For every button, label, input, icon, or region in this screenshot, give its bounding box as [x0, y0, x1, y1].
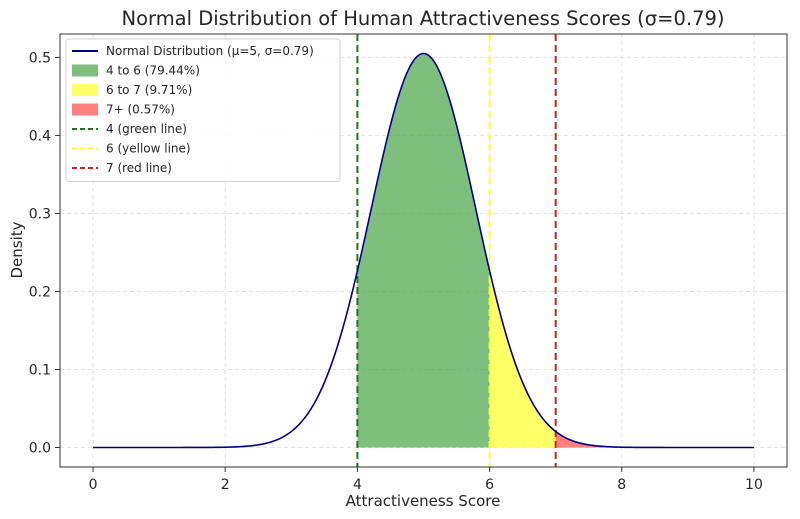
x-tick-label: 8	[617, 477, 626, 493]
x-axis: 0 2 4 6 8 10	[89, 467, 763, 493]
y-tick-label: 0.0	[29, 440, 51, 456]
fill-area-0	[357, 53, 490, 448]
curve-layer	[93, 52, 754, 449]
legend-label: 7+ (0.57%)	[106, 103, 175, 117]
legend-label: 6 (yellow line)	[106, 142, 191, 156]
legend-label: 4 (green line)	[106, 122, 187, 136]
fill-area-1	[489, 270, 556, 448]
x-tick-label: 4	[353, 477, 362, 493]
y-tick-label: 0.4	[29, 128, 51, 144]
plot-frame	[59, 33, 788, 468]
y-axis-label: Density	[8, 221, 26, 278]
legend-patch-marker	[72, 64, 98, 77]
x-tick-label: 0	[89, 477, 98, 493]
fill-areas	[357, 53, 622, 448]
legend-label: 4 to 6 (79.44%)	[106, 64, 200, 78]
y-tick-label: 0.1	[29, 362, 51, 378]
fill-area-2	[555, 431, 622, 448]
legend-label: 7 (red line)	[106, 161, 172, 175]
x-tick-label: 6	[485, 477, 494, 493]
legend-patch-marker	[72, 84, 98, 96]
y-tick-label: 0.5	[29, 50, 51, 66]
legend: Normal Distribution (μ=5, σ=0.79) 4 to 6 …	[65, 38, 341, 182]
y-tick-label: 0.3	[29, 206, 51, 222]
legend-patch-marker	[72, 103, 98, 116]
y-axis: 0.0 0.1 0.2 0.3 0.4 0.5	[29, 50, 60, 456]
x-axis-label: Attractiveness Score	[346, 492, 501, 510]
chart-title: Normal Distribution of Human Attractiven…	[122, 7, 725, 30]
x-tick-label: 10	[745, 477, 763, 493]
legend-label: Normal Distribution (μ=5, σ=0.79)	[106, 44, 314, 58]
curve-line	[93, 52, 754, 449]
legend-box	[65, 38, 341, 182]
y-tick-label: 0.2	[29, 284, 51, 300]
legend-label: 6 to 7 (9.71%)	[106, 83, 192, 97]
x-tick-label: 2	[221, 477, 230, 493]
vertical-lines	[356, 34, 557, 467]
